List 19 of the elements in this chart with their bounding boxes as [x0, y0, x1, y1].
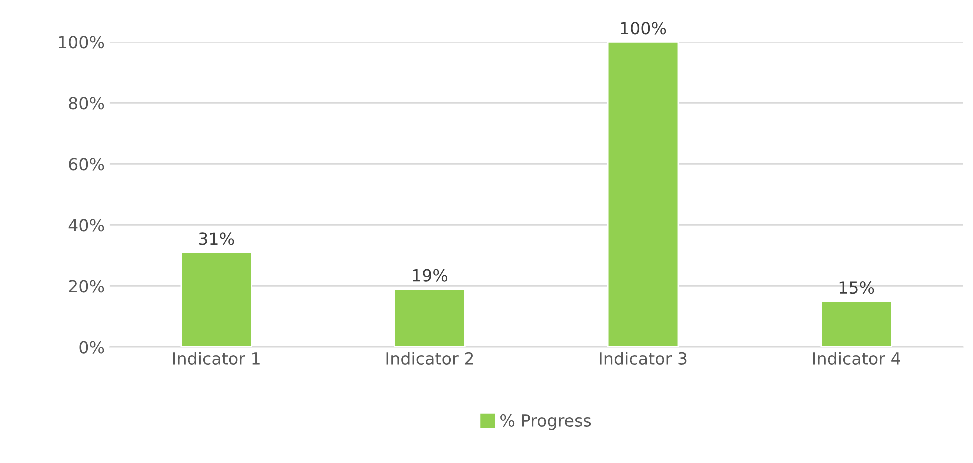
x-tick-label: Indicator 1	[173, 352, 260, 366]
bar	[820, 300, 892, 348]
data-label: 19%	[413, 269, 448, 282]
bar	[180, 252, 253, 348]
y-tick-label: 80%	[69, 97, 104, 110]
x-tick-label: Indicator 3	[600, 352, 687, 366]
data-label: 31%	[199, 232, 234, 246]
x-tick-label: Indicator 4	[813, 352, 900, 366]
bar	[394, 288, 466, 348]
y-tick-label: 100%	[59, 36, 104, 49]
y-tick-label: 20%	[69, 280, 104, 293]
y-tick-label: 0%	[80, 341, 104, 354]
x-tick-label: Indicator 2	[386, 352, 474, 366]
y-tick-label: 40%	[68, 219, 104, 232]
data-label: 100%	[621, 22, 666, 35]
y-tick-label: 60%	[69, 158, 104, 171]
legend-label: % Progress	[500, 414, 592, 430]
data-label: 15%	[840, 281, 874, 294]
bar	[607, 42, 680, 348]
